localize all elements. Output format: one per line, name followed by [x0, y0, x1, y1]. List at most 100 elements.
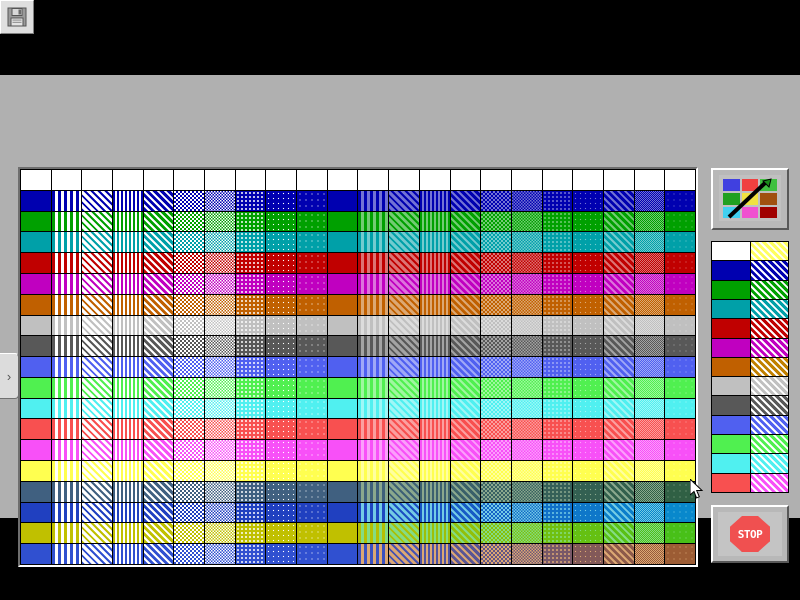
color-swatch[interactable]: [634, 419, 665, 440]
color-swatch[interactable]: [511, 253, 542, 273]
color-swatch[interactable]: [634, 170, 665, 190]
color-swatch[interactable]: [450, 190, 481, 211]
color-swatch[interactable]: [389, 523, 419, 544]
color-swatch[interactable]: [419, 481, 450, 502]
color-swatch[interactable]: [327, 398, 358, 419]
color-swatch[interactable]: [266, 502, 297, 523]
color-swatch[interactable]: [358, 294, 389, 315]
color-swatch[interactable]: [389, 315, 419, 336]
color-swatch[interactable]: [573, 170, 603, 190]
color-swatch[interactable]: [511, 502, 542, 523]
color-swatch[interactable]: [450, 170, 481, 190]
color-swatch[interactable]: [603, 190, 634, 211]
color-swatch[interactable]: [82, 211, 113, 232]
color-swatch[interactable]: [389, 398, 419, 419]
color-swatch[interactable]: [82, 232, 113, 253]
color-swatch[interactable]: [542, 544, 573, 564]
color-swatch[interactable]: [481, 440, 511, 461]
color-swatch[interactable]: [174, 253, 205, 273]
color-swatch[interactable]: [450, 211, 481, 232]
color-swatch[interactable]: [634, 461, 665, 481]
color-swatch[interactable]: [327, 315, 358, 336]
color-swatch[interactable]: [450, 440, 481, 461]
color-swatch[interactable]: [481, 273, 511, 294]
color-swatch[interactable]: [297, 357, 327, 377]
color-swatch[interactable]: [174, 461, 205, 481]
color-swatch[interactable]: [327, 440, 358, 461]
color-swatch[interactable]: [389, 273, 419, 294]
color-swatch[interactable]: [51, 419, 82, 440]
color-swatch[interactable]: [603, 253, 634, 273]
palette-swatch-dither[interactable]: [750, 319, 788, 338]
palette-swatch-dither[interactable]: [750, 473, 788, 492]
color-swatch[interactable]: [297, 232, 327, 253]
color-swatch[interactable]: [235, 398, 266, 419]
color-swatch[interactable]: [51, 294, 82, 315]
color-swatch[interactable]: [51, 502, 82, 523]
color-swatch[interactable]: [143, 253, 174, 273]
color-swatch[interactable]: [113, 232, 143, 253]
color-swatch[interactable]: [297, 190, 327, 211]
color-swatch[interactable]: [143, 377, 174, 398]
color-swatch[interactable]: [82, 419, 113, 440]
color-swatch[interactable]: [511, 440, 542, 461]
color-swatch[interactable]: [266, 232, 297, 253]
color-swatch[interactable]: [603, 170, 634, 190]
color-swatch[interactable]: [389, 419, 419, 440]
color-swatch[interactable]: [266, 357, 297, 377]
palette-swatch-solid[interactable]: [712, 415, 750, 435]
color-swatch[interactable]: [573, 419, 603, 440]
color-swatch[interactable]: [21, 377, 51, 398]
palette-tool-button[interactable]: [711, 168, 789, 230]
palette-swatch-solid[interactable]: [712, 454, 750, 473]
color-swatch[interactable]: [511, 398, 542, 419]
color-swatch[interactable]: [51, 461, 82, 481]
color-swatch[interactable]: [634, 273, 665, 294]
palette-swatch-dither[interactable]: [750, 435, 788, 454]
color-swatch[interactable]: [266, 253, 297, 273]
color-swatch[interactable]: [266, 211, 297, 232]
color-swatch[interactable]: [358, 398, 389, 419]
color-swatch[interactable]: [235, 440, 266, 461]
color-swatch[interactable]: [511, 190, 542, 211]
palette-swatch-solid[interactable]: [712, 261, 750, 280]
color-swatch[interactable]: [634, 523, 665, 544]
color-swatch[interactable]: [51, 253, 82, 273]
color-swatch[interactable]: [419, 315, 450, 336]
color-swatch[interactable]: [665, 544, 695, 564]
color-swatch[interactable]: [634, 440, 665, 461]
color-swatch[interactable]: [511, 523, 542, 544]
color-swatch[interactable]: [450, 523, 481, 544]
palette-swatch-dither[interactable]: [750, 338, 788, 357]
color-swatch[interactable]: [143, 232, 174, 253]
color-swatch[interactable]: [205, 419, 235, 440]
color-swatch[interactable]: [634, 232, 665, 253]
color-swatch[interactable]: [113, 190, 143, 211]
color-swatch[interactable]: [327, 273, 358, 294]
color-swatch[interactable]: [113, 273, 143, 294]
color-swatch[interactable]: [634, 336, 665, 357]
color-swatch[interactable]: [266, 440, 297, 461]
color-swatch[interactable]: [358, 502, 389, 523]
color-swatch[interactable]: [481, 523, 511, 544]
color-swatch[interactable]: [389, 502, 419, 523]
color-swatch[interactable]: [174, 294, 205, 315]
color-swatch[interactable]: [419, 273, 450, 294]
color-swatch[interactable]: [573, 377, 603, 398]
color-swatch[interactable]: [665, 523, 695, 544]
color-swatch[interactable]: [21, 294, 51, 315]
color-swatch[interactable]: [573, 440, 603, 461]
color-swatch[interactable]: [21, 440, 51, 461]
color-swatch[interactable]: [603, 419, 634, 440]
color-swatch[interactable]: [51, 232, 82, 253]
color-swatch[interactable]: [603, 523, 634, 544]
stop-button[interactable]: STOP: [711, 505, 789, 563]
color-swatch[interactable]: [21, 211, 51, 232]
color-swatch[interactable]: [235, 273, 266, 294]
color-swatch[interactable]: [634, 211, 665, 232]
color-swatch[interactable]: [327, 481, 358, 502]
color-swatch[interactable]: [358, 357, 389, 377]
color-swatch[interactable]: [389, 377, 419, 398]
color-swatch[interactable]: [205, 190, 235, 211]
color-swatch[interactable]: [634, 190, 665, 211]
